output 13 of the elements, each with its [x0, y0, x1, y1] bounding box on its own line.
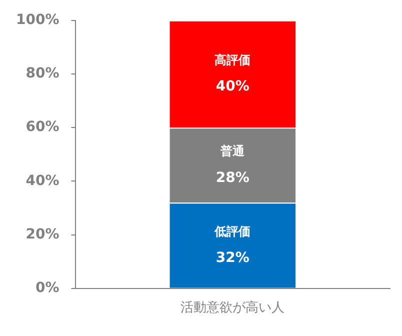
y-tick-label: 100% — [16, 12, 60, 28]
series-label: 普通 — [220, 144, 246, 158]
y-tick-label: 80% — [26, 66, 60, 82]
x-tick-label: 活動意欲が高い人 — [180, 300, 285, 316]
y-tick-label: 20% — [26, 226, 60, 242]
data-label: 28% — [216, 170, 250, 186]
data-label: 32% — [216, 250, 250, 266]
series-label: 低評価 — [214, 224, 251, 238]
series-label: 高評価 — [214, 53, 251, 68]
y-tick-label: 40% — [26, 172, 60, 189]
y-tick-label: 0% — [35, 280, 60, 296]
y-tick-label: 60% — [26, 119, 60, 136]
data-label: 40% — [216, 78, 250, 95]
